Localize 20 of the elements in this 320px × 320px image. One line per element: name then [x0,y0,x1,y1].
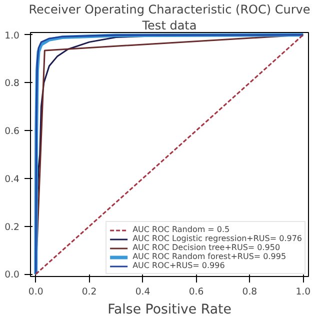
x-axis-title: False Positive Rate [108,302,232,318]
y-tick-label: 0.0 [4,270,20,281]
y-tick-label: 0.4 [4,174,20,185]
y-tick-label: 1.0 [4,30,20,42]
x-tick-label: 0.8 [242,286,258,298]
y-tick-label: 0.6 [4,126,20,138]
x-tick-label: 0.0 [28,286,44,298]
legend-label: AUC ROC Random = 0.5 [132,225,230,234]
legend-label: AUC ROC Random forest+RUS= 0.995 [132,252,286,261]
y-tick-label: 0.8 [4,78,20,90]
x-tick-label: 0.4 [135,286,150,298]
chart-subtitle: Test data [141,18,197,32]
chart-title: Receiver Operating Characteristic (ROC) Curve [28,2,310,16]
x-tick-label: 1.0 [296,286,311,298]
y-tick-label: 0.2 [4,222,20,233]
legend-label: AUC ROC Decision tree+RUS= 0.950 [132,243,280,252]
x-tick-label: 0.2 [82,286,97,298]
legend-label: AUC ROC Logistic regression+RUS= 0.976 [132,234,302,243]
x-tick-label: 0.6 [188,286,204,298]
legend-label: AUC ROC+RUS= 0.996 [132,261,225,270]
